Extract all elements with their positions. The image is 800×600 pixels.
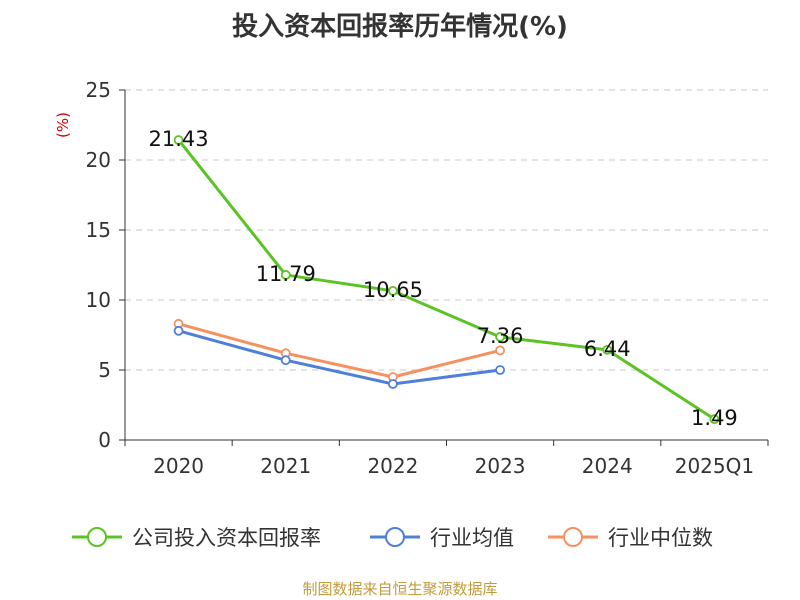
x-tick-label: 2022	[367, 454, 418, 478]
x-tick-label: 2021	[260, 454, 311, 478]
data-label: 7.36	[477, 324, 524, 348]
data-label: 11.79	[256, 262, 316, 286]
y-tick-label: 25	[86, 78, 111, 102]
source-note: 制图数据来自恒生聚源数据库	[302, 580, 498, 598]
data-point	[388, 379, 398, 389]
x-tick-label: 2020	[153, 454, 204, 478]
chart-title: 投入资本回报率历年情况(%)	[232, 12, 568, 42]
data-point	[388, 285, 398, 296]
legend-marker	[87, 527, 107, 547]
data-point	[495, 345, 505, 356]
series-lines	[173, 135, 720, 425]
x-tick-label: 2025Q1	[675, 454, 754, 478]
data-point	[495, 332, 505, 342]
data-labels: 21.43 11.79 10.65 7.36 6.44 1.49	[149, 127, 738, 430]
data-label: 10.65	[363, 278, 423, 302]
series-line	[178, 322, 501, 379]
legend-marker	[563, 527, 583, 547]
y-axis-label: (%)	[54, 112, 72, 138]
data-point	[709, 414, 720, 425]
legend-label: 行业均值	[430, 526, 514, 550]
grid-lines	[125, 89, 768, 371]
legend: 公司投入资本回报率 行业均值 行业中位数	[72, 526, 713, 550]
legend-label: 公司投入资本回报率	[132, 526, 321, 550]
series-line	[177, 139, 716, 421]
y-tick-label: 5	[98, 358, 111, 382]
data-point	[602, 344, 613, 355]
x-tick-label: 2024	[582, 454, 633, 478]
data-label: 21.43	[149, 127, 209, 151]
data-label: 1.49	[691, 406, 738, 430]
y-tick-label: 10	[86, 288, 111, 312]
axes: 0 5 10 15 20 25 (%) 2020 2021 2022 2023 2024 2025Q1	[54, 78, 769, 478]
series-line	[178, 329, 501, 386]
data-point	[280, 355, 291, 366]
data-point	[173, 135, 184, 145]
legend-marker	[385, 527, 405, 547]
data-point	[173, 325, 184, 336]
x-tick-label: 2023	[475, 454, 526, 478]
y-tick-label: 0	[98, 428, 111, 452]
legend-label: 行业中位数	[608, 526, 713, 550]
data-point	[495, 365, 505, 375]
data-label: 6.44	[584, 337, 631, 361]
y-tick-label: 15	[86, 218, 111, 242]
y-tick-label: 20	[86, 148, 111, 172]
data-point	[280, 270, 291, 280]
